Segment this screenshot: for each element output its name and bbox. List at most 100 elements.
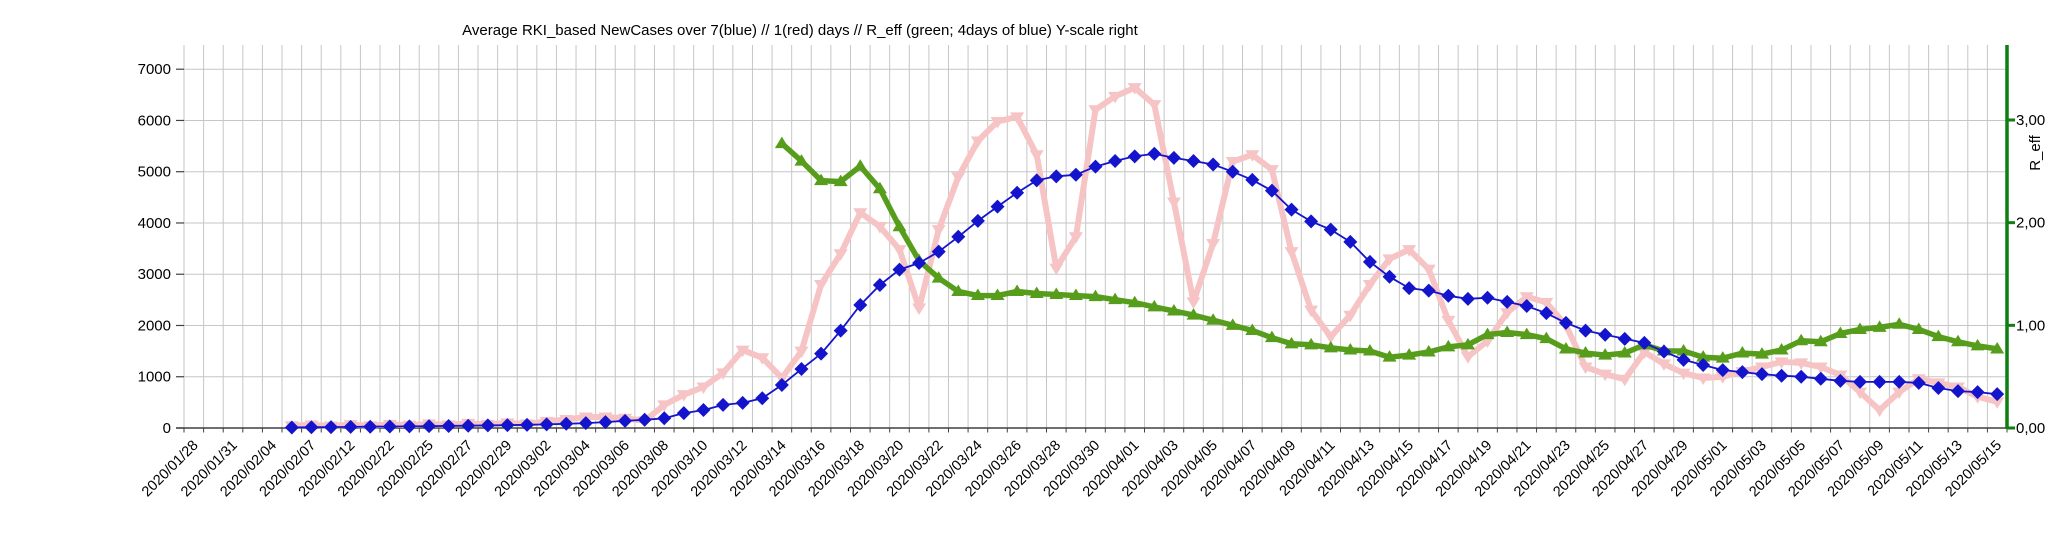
diamond-marker <box>833 323 848 338</box>
triangle-up-marker <box>1558 341 1573 354</box>
diamond-marker <box>1460 291 1475 306</box>
diamond-marker <box>892 262 907 277</box>
triangle-down-marker <box>716 368 731 380</box>
triangle-up-marker <box>970 288 985 301</box>
diamond-marker <box>1931 381 1946 396</box>
triangle-down-marker <box>990 116 1005 129</box>
diamond-marker <box>970 213 985 228</box>
triangle-down-marker <box>1304 305 1319 318</box>
triangle-down-marker <box>814 279 829 292</box>
diamond-marker <box>618 413 633 428</box>
triangle-down-marker <box>872 222 887 234</box>
triangle-down-marker <box>1598 369 1613 382</box>
triangle-down-marker <box>1578 362 1593 375</box>
triangle-up-marker <box>814 173 829 186</box>
triangle-down-marker <box>657 400 672 412</box>
triangle-up-marker <box>1245 323 1260 335</box>
diamond-marker <box>559 416 574 431</box>
diamond-marker <box>1500 294 1515 309</box>
diamond-marker <box>755 391 770 406</box>
triangle-down-marker <box>1696 373 1711 386</box>
diamond-marker <box>1578 323 1593 338</box>
diamond-marker <box>1970 385 1985 400</box>
triangle-down-marker <box>1774 357 1789 369</box>
diamond-marker <box>441 418 456 433</box>
triangle-down-marker <box>912 303 927 316</box>
diamond-marker <box>402 419 417 434</box>
triangle-down-marker <box>833 249 848 261</box>
triangle-down-marker <box>1794 358 1809 370</box>
diamond-marker <box>363 419 378 434</box>
triangle-up-marker <box>872 181 887 194</box>
triangle-down-marker <box>1010 112 1025 124</box>
triangle-down-marker <box>1852 387 1867 400</box>
triangle-up-marker <box>1421 345 1436 357</box>
triangle-up-marker <box>1598 348 1613 360</box>
triangle-down-marker <box>1088 105 1103 117</box>
triangle-down-marker <box>676 390 691 402</box>
triangle-up-marker <box>1500 325 1515 338</box>
triangle-up-marker <box>1029 286 1044 299</box>
triangle-down-marker <box>1068 232 1083 244</box>
triangle-up-marker <box>1304 337 1319 350</box>
diamond-marker <box>1166 150 1181 165</box>
triangle-down-marker <box>1382 254 1397 266</box>
diamond-marker <box>794 362 809 377</box>
diamond-marker <box>304 420 319 435</box>
diamond-marker <box>1088 159 1103 174</box>
triangle-up-marker <box>1519 327 1534 340</box>
diamond-marker <box>1833 373 1848 388</box>
triangle-down-marker <box>1362 279 1377 292</box>
diamond-marker <box>1911 375 1926 390</box>
diamond-marker <box>1284 202 1299 217</box>
diamond-marker <box>676 406 691 421</box>
triangle-up-marker <box>1480 327 1495 340</box>
diamond-marker <box>1402 281 1417 296</box>
triangle-up-marker <box>1010 284 1025 296</box>
triangle-up-marker <box>1166 303 1181 316</box>
triangle-up-marker <box>833 174 848 187</box>
triangle-up-marker <box>1950 334 1965 347</box>
triangle-up-marker <box>1696 350 1711 362</box>
triangle-up-marker <box>1833 326 1848 339</box>
diamond-marker <box>1147 146 1162 161</box>
triangle-down-marker <box>1500 308 1515 320</box>
diamond-marker <box>774 377 789 392</box>
diamond-marker <box>1480 290 1495 305</box>
triangle-up-marker <box>1402 348 1417 360</box>
triangle-down-marker <box>794 346 809 359</box>
triangle-down-marker <box>1421 264 1436 277</box>
diamond-marker <box>1206 157 1221 172</box>
diamond-marker <box>716 397 731 412</box>
diamond-marker <box>1676 352 1691 367</box>
diamond-marker <box>1990 387 2005 402</box>
triangle-up-marker <box>1284 336 1299 349</box>
triangle-up-marker <box>1735 346 1750 358</box>
diamond-marker <box>657 411 672 426</box>
left-axis-label: 1000 <box>138 369 171 386</box>
triangle-down-marker <box>1245 150 1260 162</box>
diamond-marker <box>1127 149 1142 164</box>
diamond-marker <box>1892 374 1907 389</box>
triangle-up-marker <box>1852 322 1867 334</box>
diamond-marker <box>1715 363 1730 378</box>
triangle-down-marker <box>1323 332 1338 344</box>
triangle-down-marker <box>1108 91 1123 104</box>
triangle-down-marker <box>1402 245 1417 257</box>
diamond-marker <box>578 416 593 431</box>
diamond-marker <box>382 419 397 434</box>
diamond-marker <box>539 417 554 432</box>
triangle-up-marker <box>1049 287 1064 300</box>
diamond-marker <box>1108 153 1123 168</box>
triangle-up-marker <box>1794 333 1809 346</box>
axis-lines-and-ticks <box>176 45 2015 433</box>
triangle-down-marker <box>1225 156 1240 169</box>
triangle-up-marker <box>1774 342 1789 355</box>
triangle-up-marker <box>1441 339 1456 352</box>
triangle-down-marker <box>1166 197 1181 209</box>
diamond-marker <box>1519 299 1534 314</box>
series-reff-green <box>774 136 2005 363</box>
